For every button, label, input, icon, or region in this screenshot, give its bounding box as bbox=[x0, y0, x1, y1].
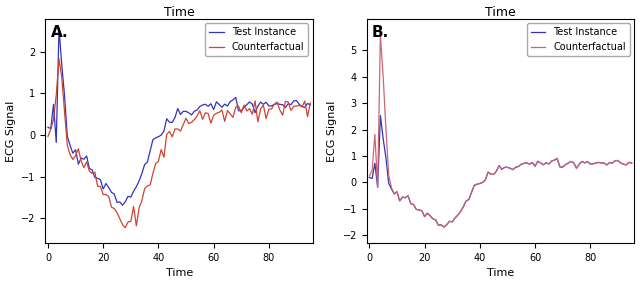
X-axis label: Time: Time bbox=[166, 268, 193, 278]
Line: Counterfactual: Counterfactual bbox=[48, 59, 310, 228]
Counterfactual bbox=[512, 166, 520, 169]
Counterfactual bbox=[484, 170, 492, 174]
Line: Test Instance: Test Instance bbox=[48, 28, 310, 205]
Counterfactual bbox=[83, 160, 90, 164]
Test Instance bbox=[365, 176, 373, 179]
Title: Time: Time bbox=[164, 6, 195, 18]
Y-axis label: ECG Signal: ECG Signal bbox=[327, 100, 337, 162]
Test Instance bbox=[290, 99, 298, 103]
Y-axis label: ECG Signal: ECG Signal bbox=[6, 100, 15, 162]
Counterfactual bbox=[445, 220, 453, 223]
Test Instance bbox=[163, 117, 170, 120]
Test Instance bbox=[628, 162, 636, 165]
X-axis label: Time: Time bbox=[487, 268, 514, 278]
Counterfactual bbox=[365, 174, 373, 178]
Counterfactual bbox=[628, 162, 636, 165]
Test Instance bbox=[55, 26, 63, 30]
Test Instance bbox=[504, 166, 511, 169]
Test Instance bbox=[191, 110, 198, 113]
Line: Test Instance: Test Instance bbox=[369, 116, 632, 227]
Counterfactual bbox=[182, 116, 190, 120]
Counterfactual bbox=[124, 220, 132, 224]
Counterfactual bbox=[404, 194, 412, 197]
Counterfactual bbox=[55, 57, 63, 60]
Test Instance bbox=[611, 159, 619, 162]
Test Instance bbox=[44, 126, 52, 129]
Counterfactual bbox=[440, 225, 448, 229]
Counterfactual bbox=[122, 226, 129, 229]
Test Instance bbox=[182, 110, 190, 113]
Counterfactual bbox=[163, 133, 170, 136]
Line: Counterfactual: Counterfactual bbox=[369, 35, 632, 227]
Counterfactual bbox=[376, 34, 384, 37]
Test Instance bbox=[445, 220, 453, 223]
Counterfactual bbox=[504, 166, 511, 169]
Test Instance bbox=[440, 225, 448, 229]
Test Instance bbox=[484, 170, 492, 174]
Test Instance bbox=[124, 195, 132, 198]
Title: Time: Time bbox=[485, 6, 516, 18]
Test Instance bbox=[404, 194, 412, 197]
Test Instance bbox=[83, 154, 90, 158]
Test Instance bbox=[307, 103, 314, 106]
Counterfactual bbox=[290, 105, 298, 108]
Test Instance bbox=[512, 166, 520, 169]
Counterfactual bbox=[307, 101, 314, 105]
Counterfactual bbox=[191, 118, 198, 121]
Legend: Test Instance, Counterfactual: Test Instance, Counterfactual bbox=[205, 23, 308, 56]
Test Instance bbox=[118, 204, 126, 207]
Test Instance bbox=[376, 114, 384, 117]
Counterfactual bbox=[44, 135, 52, 138]
Legend: Test Instance, Counterfactual: Test Instance, Counterfactual bbox=[527, 23, 630, 56]
Counterfactual bbox=[611, 159, 619, 162]
Text: A.: A. bbox=[51, 25, 68, 40]
Text: B.: B. bbox=[372, 25, 389, 40]
